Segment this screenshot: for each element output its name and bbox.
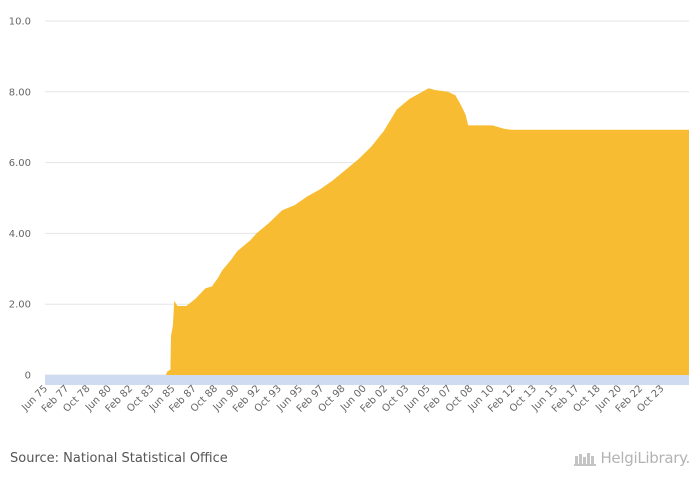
- y-tick-label: 4.00: [9, 229, 31, 240]
- y-tick-label: 6.00: [9, 158, 31, 169]
- source-note: Source: National Statistical Office: [10, 451, 228, 466]
- area-series-fill: [45, 88, 689, 376]
- y-tick-label: 10.0: [9, 17, 31, 28]
- x-axis-band: [45, 375, 689, 385]
- footer: Source: National Statistical Office Helg…: [0, 440, 700, 483]
- area-series: [45, 88, 689, 376]
- y-tick-label: 8.00: [9, 87, 31, 98]
- y-tick-label: 2.00: [9, 300, 31, 311]
- library-icon: [574, 453, 597, 466]
- brand-name: HelgiLibrary.: [600, 449, 690, 467]
- y-tick-label: 0: [25, 371, 31, 382]
- y-axis-labels: 0 2.00 4.00 6.00 8.00 10.0: [9, 17, 31, 382]
- brand-logo: HelgiLibrary.: [574, 449, 690, 467]
